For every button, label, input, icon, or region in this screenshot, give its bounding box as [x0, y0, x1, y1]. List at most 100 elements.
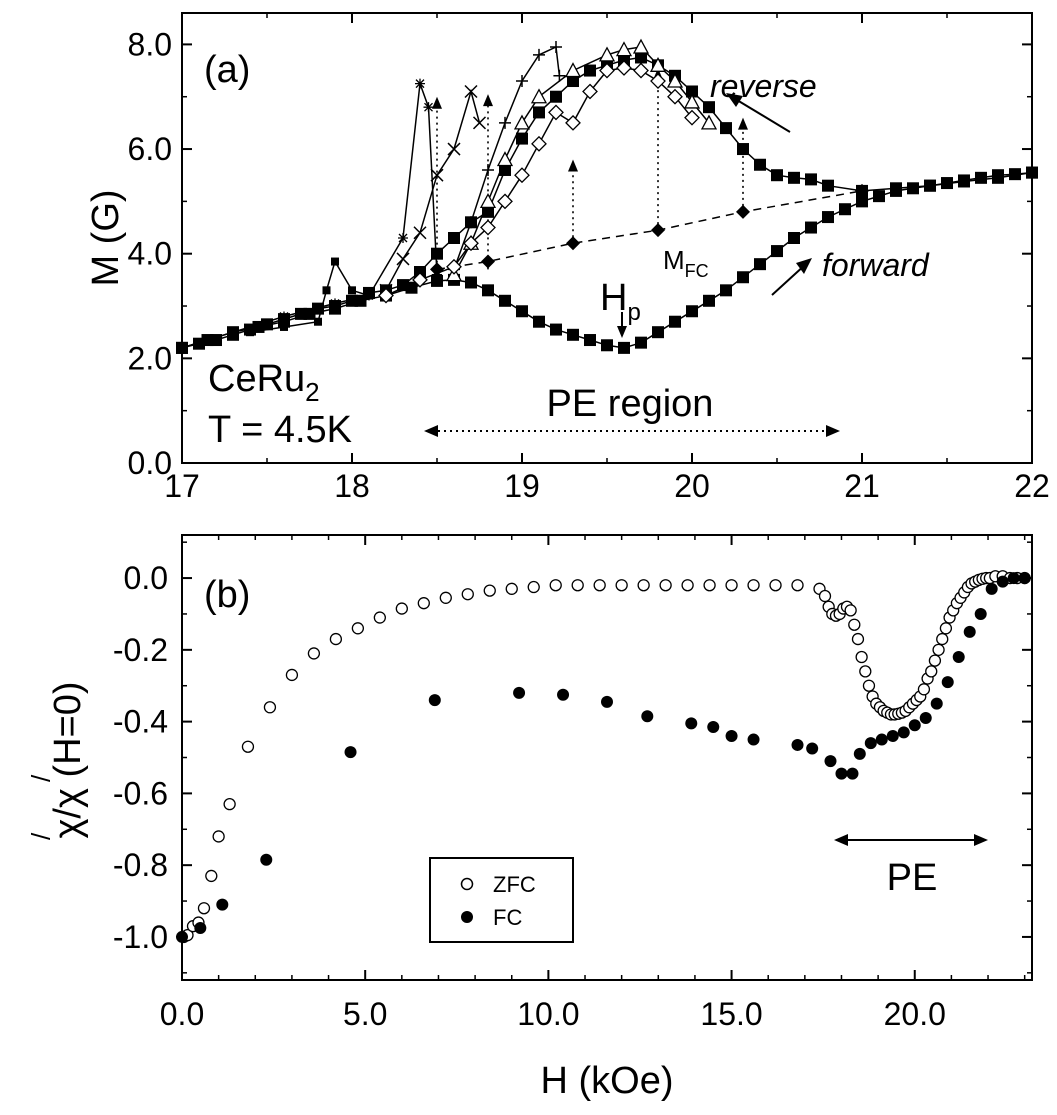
data-point-zfc: [818, 589, 832, 603]
dotted-arrowhead: [568, 159, 578, 172]
dotted-arrowhead: [432, 96, 442, 109]
data-point-square: [686, 85, 698, 98]
data-point-triangle: [632, 38, 650, 54]
data-point-zfc: [859, 665, 872, 678]
data-point-zfc: [659, 579, 672, 592]
data-point-fc: [908, 719, 921, 732]
data-point-fc: [875, 733, 888, 746]
data-point-zfc: [862, 679, 876, 692]
data-point-square: [754, 258, 766, 271]
data-point-x: [413, 226, 427, 240]
data-point-fc: [930, 697, 943, 710]
data-point-zfc: [205, 869, 218, 883]
data-point-zfc: [681, 579, 694, 592]
data-point-fc: [846, 767, 859, 780]
data-point-triangle: [513, 114, 531, 130]
data-point-plus: [516, 75, 528, 88]
data-point-square: [465, 276, 477, 289]
data-point-fc: [791, 738, 804, 751]
data-point-square: [941, 177, 953, 190]
data-point-x: [396, 252, 410, 266]
x-axis-label: H (kOe): [541, 1060, 674, 1102]
data-point-x: [472, 116, 487, 130]
data-point-fc: [707, 720, 720, 733]
data-point-fc: [601, 695, 613, 708]
data-point-fc: [835, 767, 848, 780]
x-tick-label-a: 21: [844, 468, 880, 504]
data-point-fc: [919, 712, 932, 725]
panel-a-tick-labels: 17 18 19 20 21 22 0.0 2.0 4.0 6.0 8.0: [128, 26, 1050, 504]
data-point-square: [856, 195, 868, 208]
panel-b-ticks: [181, 535, 1032, 980]
data-point-diamond-open: [616, 60, 632, 76]
data-point-zfc: [395, 602, 408, 615]
data-point-square: [567, 328, 579, 341]
data-point-asterisk: [228, 327, 238, 338]
data-point-zfc: [263, 701, 277, 714]
sample-label: CeRu2: [208, 358, 320, 407]
data-point-diamond-open: [548, 104, 564, 121]
data-point-fc: [216, 898, 229, 911]
data-point-x: [464, 84, 478, 99]
data-point-fc: [260, 853, 273, 866]
data-point-square: [805, 221, 817, 234]
data-point-zfc: [917, 683, 931, 696]
data-point-square: [924, 179, 936, 192]
data-point-zfc: [505, 582, 518, 595]
data-point-zfc: [769, 579, 782, 592]
x-tick-label-b: 5.0: [343, 996, 387, 1032]
data-point-fc: [952, 651, 965, 664]
data-point-square: [261, 318, 273, 331]
data-point-plus: [499, 116, 511, 129]
data-point-square: [737, 271, 749, 284]
data-point-diamond-open: [412, 271, 428, 288]
panel-b-tick-labels: 0.0 5.0 10.0 15.0 20.0 0.0 -0.2 -0.4 -0.6 -0.8 -1.…: [113, 560, 946, 1032]
reverse-label: reverse: [710, 68, 817, 104]
data-point-triangle: [700, 114, 718, 130]
data-point-fc: [806, 742, 819, 755]
data-point-square: [482, 284, 494, 297]
data-point-triangle: [530, 88, 548, 104]
data-point-fc: [194, 921, 207, 934]
data-point-zfc: [703, 579, 716, 592]
data-point-square: [499, 163, 511, 176]
data-point-square: [771, 245, 783, 258]
data-point-square: [686, 305, 698, 318]
dotted-arrowhead: [738, 117, 748, 130]
data-point-zfc: [212, 830, 225, 843]
y-tick-label-b: -0.6: [113, 775, 168, 811]
data-point-square: [312, 302, 324, 315]
series-line-minor-loop: [453, 45, 561, 270]
data-point-square: [618, 341, 630, 354]
data-point-square: [482, 205, 494, 218]
y-tick-label-a: 8.0: [128, 26, 172, 62]
y-axis-label-b: χ/χ (H=0): [47, 681, 89, 838]
forward-arrowhead: [796, 258, 812, 274]
x-tick-label-b: 10.0: [517, 996, 579, 1032]
data-point-square-small: [246, 328, 254, 337]
data-point-square: [431, 247, 443, 260]
data-point-square: [788, 171, 800, 184]
data-point-fc: [1007, 572, 1020, 585]
data-point-diamond-open: [463, 235, 479, 252]
data-point-zfc: [461, 588, 474, 601]
data-point-diamond: [736, 204, 750, 219]
data-point-square: [992, 171, 1004, 184]
data-point-square: [652, 326, 664, 339]
data-point-zfc: [527, 580, 540, 594]
data-point-asterisk: [398, 233, 408, 243]
data-point-square-small: [348, 286, 356, 295]
data-point-square: [499, 294, 511, 307]
y-tick-label-a: 2.0: [128, 340, 172, 376]
data-point-triangle: [598, 46, 616, 62]
data-point-diamond-open: [480, 219, 496, 236]
series-line-minor-loop: [385, 88, 481, 291]
pe-region-arrowhead-right: [826, 425, 840, 437]
data-point-fc: [963, 625, 976, 638]
x-tick-label-b: 0.0: [160, 996, 204, 1032]
data-point-diamond-open: [565, 114, 581, 131]
temperature-label: T = 4.5K: [208, 409, 352, 451]
data-point-zfc: [791, 579, 804, 592]
y-tick-label-a: 4.0: [128, 236, 172, 272]
data-point-square-small: [322, 286, 331, 295]
